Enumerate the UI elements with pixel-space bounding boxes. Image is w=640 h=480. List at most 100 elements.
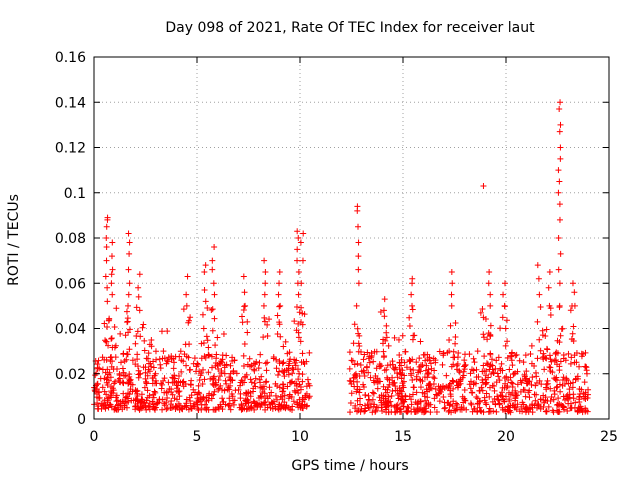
data-point <box>560 404 567 411</box>
data-point <box>161 375 168 382</box>
data-point <box>104 402 110 409</box>
data-point <box>126 239 133 246</box>
data-point <box>96 394 103 401</box>
data-point <box>540 350 547 357</box>
data-point <box>262 268 269 275</box>
data-point <box>244 329 251 336</box>
data-point <box>222 377 229 384</box>
data-point <box>266 393 273 400</box>
data-point <box>556 367 563 374</box>
data-point <box>258 400 265 407</box>
data-point <box>534 401 541 408</box>
data-point <box>441 384 448 391</box>
data-point <box>274 331 281 338</box>
data-point <box>260 334 267 341</box>
data-point <box>577 403 584 410</box>
data-point <box>495 373 502 380</box>
data-point <box>198 401 205 408</box>
data-point <box>502 325 509 332</box>
data-point <box>469 389 476 396</box>
data-point <box>569 280 576 287</box>
data-point <box>306 349 313 356</box>
data-point <box>411 332 418 339</box>
data-point <box>144 387 151 394</box>
data-point <box>415 407 422 414</box>
data-point <box>127 376 134 383</box>
data-point <box>504 403 511 410</box>
data-point <box>125 291 132 298</box>
data-point <box>117 330 124 337</box>
data-point <box>568 405 575 412</box>
data-point <box>459 374 466 381</box>
data-point <box>399 367 406 374</box>
data-point <box>285 371 292 378</box>
data-point <box>542 333 549 340</box>
data-point <box>133 333 140 340</box>
data-point <box>282 338 289 345</box>
data-point <box>248 379 255 386</box>
data-point <box>431 367 438 374</box>
data-point <box>409 376 416 383</box>
data-point <box>360 356 367 363</box>
data-point <box>506 407 513 414</box>
data-point <box>220 331 227 338</box>
data-point <box>237 382 244 389</box>
data-point <box>171 395 178 402</box>
data-point <box>584 395 591 402</box>
data-point <box>195 406 202 413</box>
data-point <box>295 376 302 383</box>
data-point <box>132 387 139 394</box>
data-point <box>415 367 422 374</box>
data-point <box>275 291 282 298</box>
data-point <box>566 394 573 401</box>
data-point <box>126 280 133 287</box>
data-point <box>550 396 557 403</box>
data-point <box>556 216 563 223</box>
data-point <box>550 409 557 416</box>
data-point <box>134 328 141 335</box>
data-point <box>291 318 298 325</box>
data-point <box>261 399 268 406</box>
data-point <box>526 394 533 401</box>
data-point <box>132 340 139 347</box>
data-point <box>509 383 516 390</box>
data-point <box>164 357 171 364</box>
data-point <box>479 305 486 312</box>
data-point <box>277 302 284 309</box>
data-point <box>495 354 502 361</box>
data-point <box>474 408 481 415</box>
data-point <box>370 390 377 397</box>
data-point <box>395 395 402 402</box>
data-point <box>346 365 353 372</box>
data-point <box>133 304 140 311</box>
data-point <box>152 348 159 355</box>
data-point <box>514 381 521 388</box>
data-point <box>240 352 247 359</box>
data-point <box>351 321 358 328</box>
data-point <box>569 303 576 310</box>
data-point <box>346 377 353 384</box>
data-point <box>171 375 178 382</box>
data-point <box>238 313 245 320</box>
data-point <box>487 302 494 309</box>
data-point <box>123 356 130 363</box>
data-point <box>453 362 460 369</box>
data-point <box>273 356 280 363</box>
data-point <box>381 367 388 374</box>
data-point <box>503 373 510 380</box>
data-point <box>304 376 311 383</box>
data-point <box>484 336 491 343</box>
data-point <box>274 312 281 319</box>
data-point <box>150 394 157 401</box>
data-point <box>94 400 101 407</box>
data-point <box>251 380 258 387</box>
data-point <box>432 357 439 364</box>
data-point <box>482 399 489 406</box>
data-point <box>552 356 559 363</box>
data-point <box>361 351 368 358</box>
data-point <box>499 367 506 374</box>
data-point <box>251 406 258 413</box>
data-point <box>435 390 442 397</box>
data-point <box>293 304 300 311</box>
data-point <box>274 383 281 390</box>
